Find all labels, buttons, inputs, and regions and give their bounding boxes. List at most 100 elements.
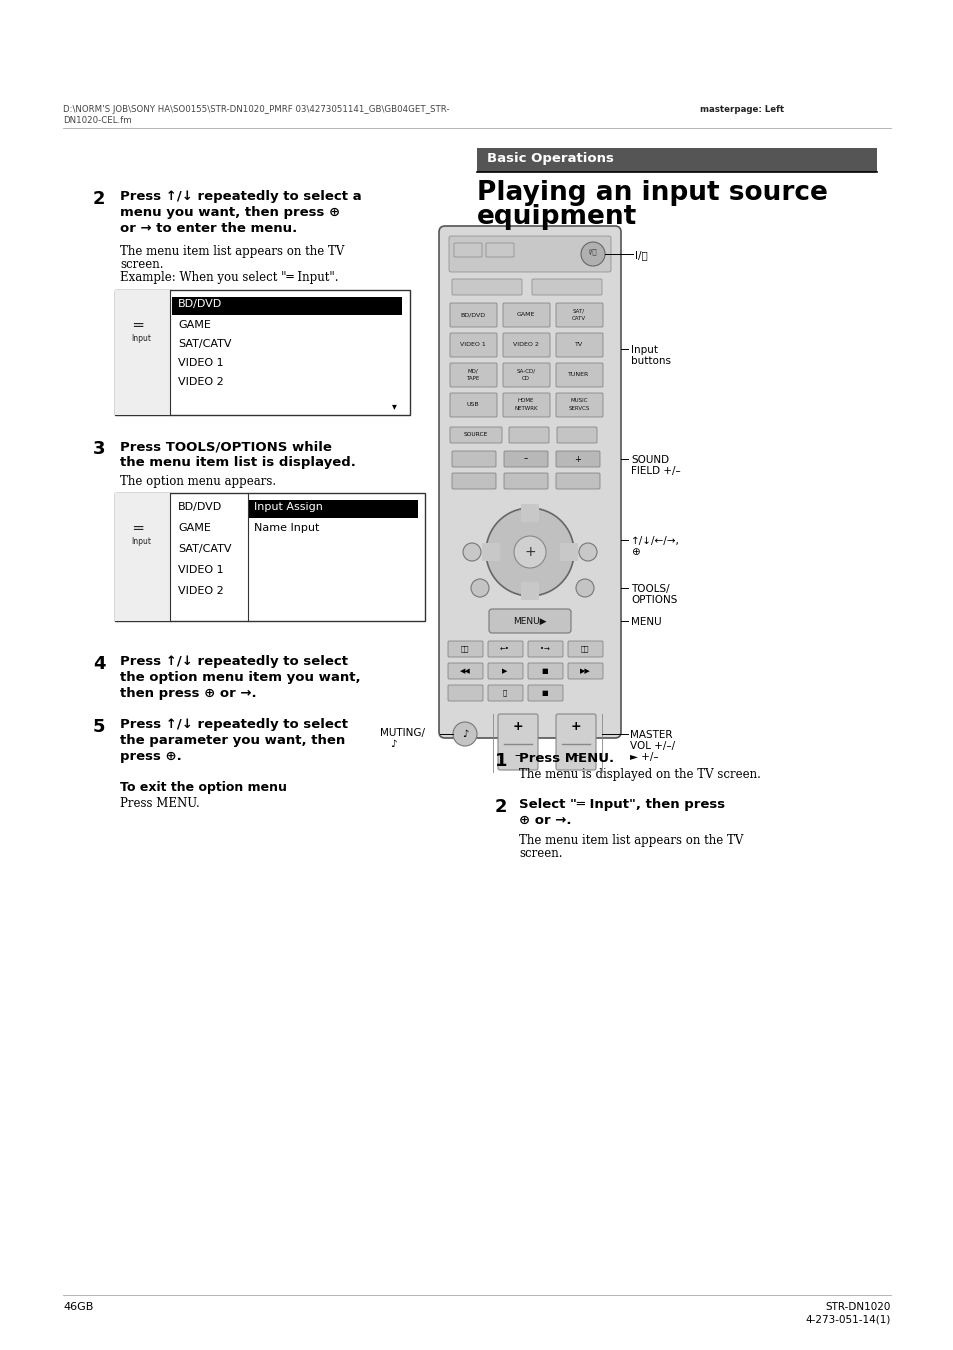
FancyBboxPatch shape [556,333,602,356]
Text: BD/DVD: BD/DVD [178,502,222,512]
Text: 46GB: 46GB [63,1301,93,1312]
FancyBboxPatch shape [502,393,550,417]
Text: 4: 4 [92,655,106,674]
Bar [115,493,424,621]
Text: –: – [515,749,520,763]
Text: MENU▶: MENU▶ [513,617,546,625]
Text: +: + [512,720,523,733]
Text: Basic Operations: Basic Operations [486,153,613,165]
FancyBboxPatch shape [448,663,482,679]
Text: D:\NORM'S JOB\SONY HA\SO0155\STR-DN1020_PMRF 03\4273051141_GB\GB04GET_STR-: D:\NORM'S JOB\SONY HA\SO0155\STR-DN1020_… [63,105,449,113]
Text: The menu item list appears on the TV: The menu item list appears on the TV [120,244,344,258]
FancyBboxPatch shape [503,472,547,489]
Text: ⏸: ⏸ [502,690,507,697]
Circle shape [471,579,489,597]
Text: I/⏻: I/⏻ [588,248,597,255]
Text: ↑/↓/←/→,: ↑/↓/←/→, [630,536,679,545]
Text: 5: 5 [92,718,106,736]
Text: The menu is displayed on the TV screen.: The menu is displayed on the TV screen. [518,768,760,782]
Text: Press TOOLS/OPTIONS while: Press TOOLS/OPTIONS while [120,440,332,454]
FancyBboxPatch shape [452,451,496,467]
Text: press ⊕.: press ⊕. [120,751,182,763]
FancyBboxPatch shape [450,427,501,443]
FancyBboxPatch shape [448,641,482,657]
Text: STR-DN1020: STR-DN1020 [824,1301,890,1312]
FancyBboxPatch shape [502,333,550,356]
Text: equipment: equipment [476,204,637,230]
Circle shape [580,242,604,266]
Text: I/⏻: I/⏻ [635,250,647,261]
Text: screen.: screen. [120,258,163,271]
Text: then press ⊕ or →.: then press ⊕ or →. [120,687,256,701]
FancyBboxPatch shape [559,543,578,562]
Text: To exit the option menu: To exit the option menu [120,782,287,794]
FancyBboxPatch shape [488,684,522,701]
Text: TAPE: TAPE [466,377,479,382]
Text: ■: ■ [541,690,548,697]
FancyBboxPatch shape [450,302,497,327]
Text: ⊕ or →.: ⊕ or →. [518,814,571,828]
Text: ⊕: ⊕ [630,547,639,558]
Text: Input Assign: Input Assign [253,502,322,512]
Text: SAT/: SAT/ [573,309,584,313]
FancyBboxPatch shape [556,451,599,467]
Text: MD/: MD/ [467,369,477,374]
Circle shape [453,722,476,747]
Text: •→: •→ [539,647,549,652]
Text: MENU: MENU [630,617,661,626]
Text: TUNER: TUNER [568,373,589,378]
FancyBboxPatch shape [520,504,538,522]
Circle shape [462,543,480,562]
Circle shape [514,536,545,568]
Text: GAME: GAME [178,320,211,329]
Text: Name Input: Name Input [253,522,319,533]
Text: VIDEO 2: VIDEO 2 [513,343,538,347]
Text: CATV: CATV [572,316,585,321]
Text: ▾: ▾ [392,401,396,410]
Text: HOME: HOME [517,398,534,404]
Text: SERVCS: SERVCS [568,406,589,412]
FancyBboxPatch shape [567,663,602,679]
Text: ⧖⧖: ⧖⧖ [460,645,469,652]
Text: GAME: GAME [178,522,211,533]
Text: ■: ■ [541,668,548,674]
Text: GAME: GAME [517,312,535,317]
Text: the option menu item you want,: the option menu item you want, [120,671,360,684]
Text: screen.: screen. [518,846,562,860]
FancyBboxPatch shape [489,609,571,633]
Text: the menu item list is displayed.: the menu item list is displayed. [120,456,355,468]
FancyBboxPatch shape [520,582,538,599]
FancyBboxPatch shape [502,302,550,327]
Circle shape [578,543,597,562]
Text: Press ↑/↓ repeatedly to select: Press ↑/↓ repeatedly to select [120,655,348,668]
FancyBboxPatch shape [450,393,497,417]
Text: ▶: ▶ [502,668,507,674]
Text: +: + [570,720,580,733]
FancyBboxPatch shape [556,472,599,489]
Text: Example: When you select "═ Input".: Example: When you select "═ Input". [120,271,338,284]
Text: –: – [523,455,528,463]
FancyBboxPatch shape [556,714,596,770]
Text: CD: CD [521,377,530,382]
Text: TV: TV [575,343,582,347]
Text: BD/DVD: BD/DVD [460,312,485,317]
FancyBboxPatch shape [450,363,497,387]
Text: Input: Input [131,537,151,545]
FancyBboxPatch shape [438,225,620,738]
Text: VIDEO 1: VIDEO 1 [178,358,223,369]
Text: +: + [523,545,536,559]
FancyBboxPatch shape [567,641,602,657]
Bar [172,297,401,315]
Bar [115,290,410,414]
Text: +: + [574,455,580,463]
Text: 3: 3 [92,440,106,458]
Text: SAT/CATV: SAT/CATV [178,339,232,350]
Text: MUSIC: MUSIC [570,398,587,404]
Text: USB: USB [466,402,478,408]
Text: FIELD +/–: FIELD +/– [630,466,680,477]
Text: SAT/CATV: SAT/CATV [178,544,232,554]
FancyBboxPatch shape [449,236,610,271]
FancyBboxPatch shape [503,451,547,467]
Text: TOOLS/: TOOLS/ [630,585,669,594]
FancyBboxPatch shape [557,427,597,443]
